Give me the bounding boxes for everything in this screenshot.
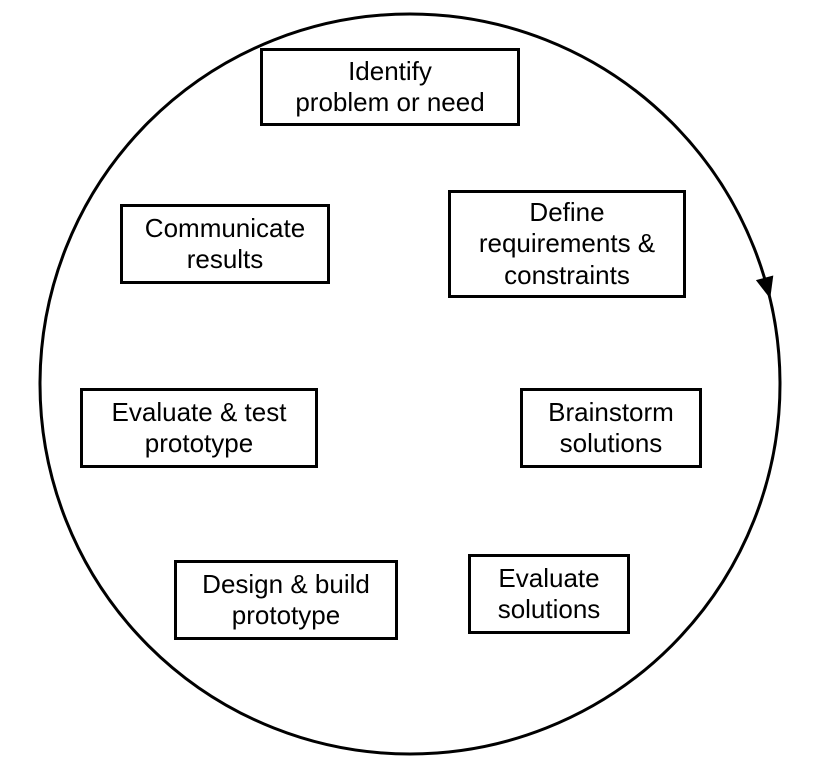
node-label: Evaluate solutions [498, 563, 601, 625]
node-evaluate-sol: Evaluate solutions [468, 554, 630, 634]
node-communicate: Communicate results [120, 204, 330, 284]
node-label: Design & build prototype [202, 569, 370, 631]
node-evaluate-test: Evaluate & test prototype [80, 388, 318, 468]
node-label: Evaluate & test prototype [112, 397, 287, 459]
node-design-build: Design & build prototype [174, 560, 398, 640]
node-label: Brainstorm solutions [548, 397, 674, 459]
cycle-diagram: Identify problem or need Define requireme… [0, 0, 820, 768]
node-identify: Identify problem or need [260, 48, 520, 126]
node-label: Define requirements & constraints [479, 197, 655, 291]
node-label: Identify problem or need [295, 56, 484, 118]
node-label: Communicate results [145, 213, 305, 275]
node-define: Define requirements & constraints [448, 190, 686, 298]
node-brainstorm: Brainstorm solutions [520, 388, 702, 468]
